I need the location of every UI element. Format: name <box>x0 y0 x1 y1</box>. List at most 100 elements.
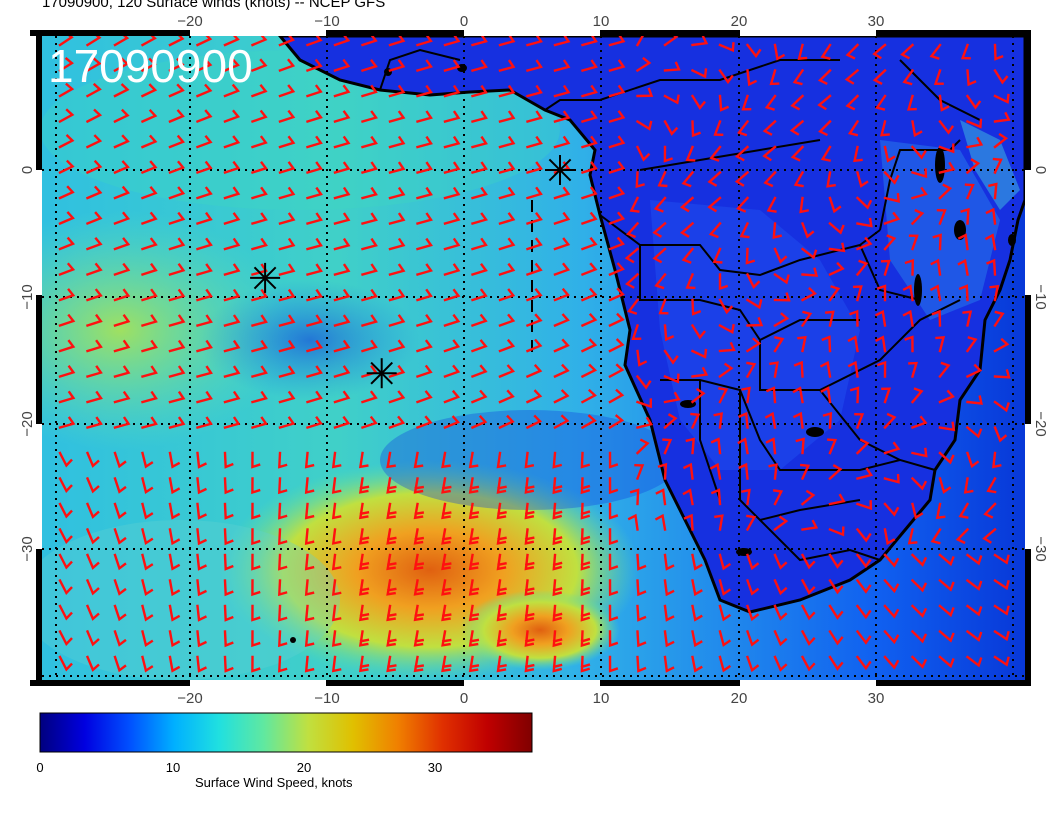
wind-barb <box>636 630 647 648</box>
wind-barb <box>983 502 997 519</box>
wind-barb <box>223 655 234 673</box>
wind-barb <box>361 263 378 276</box>
wind-barb <box>196 314 213 327</box>
wind-barb <box>526 161 543 174</box>
colorbar-tick: 30 <box>428 760 442 775</box>
wind-barb <box>525 313 543 328</box>
wind-barb <box>413 579 425 596</box>
wind-barb <box>553 313 570 328</box>
wind-barb <box>470 339 488 353</box>
wind-barb <box>223 83 240 98</box>
wind-barb <box>223 579 234 597</box>
wind-barb <box>304 604 315 622</box>
wind-barb <box>741 386 751 404</box>
wind-barb <box>305 84 323 98</box>
wind-barb <box>306 237 323 251</box>
wind-barb <box>910 145 927 160</box>
wind-barb <box>140 36 157 47</box>
wind-barb <box>113 57 130 73</box>
wind-barb <box>413 655 425 673</box>
wind-barb <box>333 36 351 47</box>
lon-label: −10 <box>314 690 339 707</box>
wind-barb <box>223 365 241 378</box>
wind-barb <box>745 553 760 571</box>
wind-barb <box>416 135 433 149</box>
wind-barb <box>306 135 323 149</box>
wind-barb <box>306 339 323 353</box>
wind-barb <box>631 323 642 341</box>
wind-barb <box>386 451 396 469</box>
wind-barb <box>196 655 207 673</box>
wind-barb <box>471 110 488 123</box>
wind-barb <box>304 553 315 571</box>
wind-barb <box>333 415 351 430</box>
wind-barb <box>388 339 406 353</box>
wind-barb <box>250 84 268 98</box>
wind-barb <box>333 58 351 73</box>
wind-barb <box>196 390 213 404</box>
wind-barb <box>682 488 694 506</box>
wind-barb <box>910 655 928 669</box>
wind-barb <box>496 553 507 571</box>
wind-barb <box>741 488 751 506</box>
wind-barb <box>358 502 370 520</box>
wind-barb <box>223 416 241 429</box>
wind-barb <box>800 310 813 328</box>
wind-barb <box>196 528 207 546</box>
wind-barb <box>331 655 342 673</box>
wind-barb <box>828 285 841 302</box>
wind-barb <box>304 477 315 494</box>
wind-barb <box>855 655 872 671</box>
wind-barb <box>819 360 832 378</box>
wind-barb <box>635 398 653 409</box>
wind-barb <box>360 415 378 430</box>
wind-barb <box>331 630 342 647</box>
wind-barb <box>358 604 370 622</box>
wind-barb <box>415 364 433 379</box>
wind-barb <box>773 336 785 353</box>
wind-barb <box>965 94 982 110</box>
wind-barb <box>938 477 952 494</box>
wind-barb <box>278 416 296 429</box>
wind-barb <box>874 309 887 327</box>
wind-barb <box>960 43 971 60</box>
wind-barb <box>608 338 625 353</box>
wind-barb <box>441 630 452 647</box>
wind-barb <box>734 170 750 187</box>
wind-barb <box>441 655 452 673</box>
wind-barb <box>608 84 626 98</box>
wind-barb <box>85 553 100 570</box>
wind-barb <box>935 336 946 353</box>
wind-barb <box>278 135 296 149</box>
wind-barb <box>718 655 732 673</box>
wind-barb <box>251 237 268 251</box>
wind-barb <box>580 338 598 353</box>
wind-barb <box>113 578 127 596</box>
wind-barb <box>58 57 74 73</box>
wind-barb <box>685 145 696 162</box>
wind-barb <box>657 170 668 188</box>
wind-barb <box>496 528 507 545</box>
wind-barb <box>168 579 181 597</box>
wind-barb <box>608 528 619 546</box>
lat-label: −10 <box>19 284 36 309</box>
wind-barb <box>168 314 186 327</box>
wind-barb <box>526 186 543 200</box>
wind-barb <box>251 604 261 622</box>
lon-label: −20 <box>177 690 202 707</box>
wind-barb <box>498 36 516 47</box>
wind-barb <box>196 263 213 276</box>
wind-barb <box>636 579 647 597</box>
wind-barb <box>416 161 433 174</box>
wind-barb <box>85 578 100 596</box>
wind-barb <box>443 415 461 430</box>
wind-barb <box>636 553 647 571</box>
wind-barb <box>765 386 777 404</box>
wind-barb <box>709 145 722 162</box>
wind-barb <box>468 553 480 571</box>
wind-barb <box>992 451 1002 469</box>
wind-barb <box>654 272 667 290</box>
wind-barb <box>745 604 760 622</box>
wind-barb <box>965 118 983 129</box>
wind-barb <box>799 196 810 214</box>
